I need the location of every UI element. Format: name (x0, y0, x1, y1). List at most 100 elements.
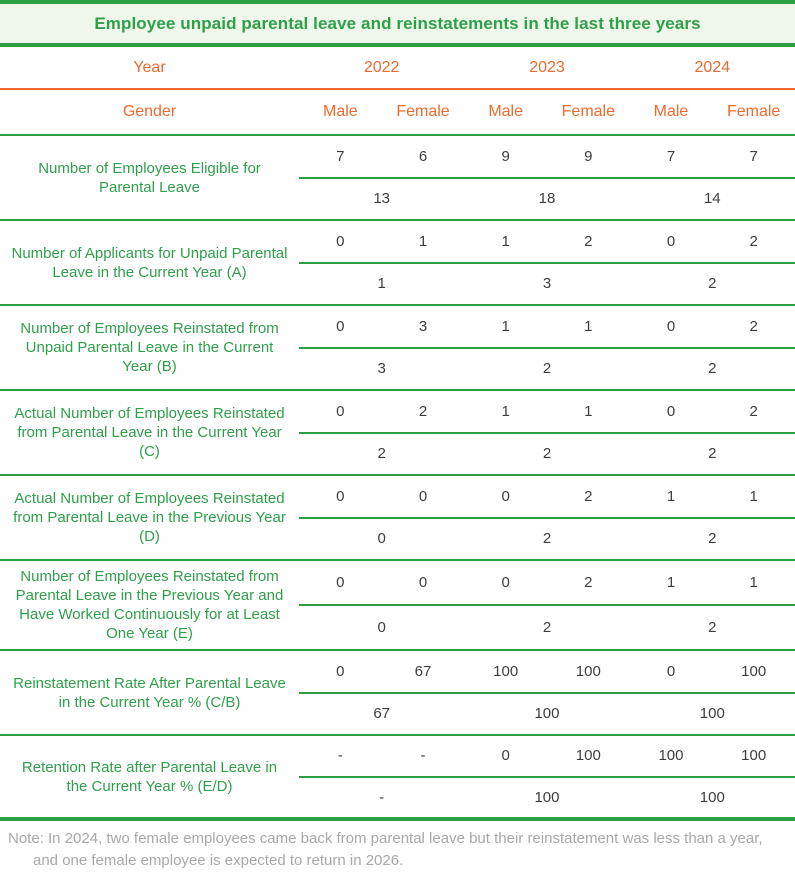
table-row: Number of Employees Reinstated from Pare… (0, 561, 795, 651)
value-cell: 2 (749, 317, 758, 335)
value-cell: 2 (584, 232, 593, 250)
year-totals-subrow: 0 2 2 (299, 606, 795, 649)
row-label: Number of Employees Reinstated from Pare… (15, 568, 284, 642)
value-cell: 0 (418, 487, 428, 505)
row-data: 0 0 0 2 1 1 0 2 2 (299, 476, 795, 559)
value-cell: 0 (666, 232, 676, 250)
value-cell: 0 (666, 317, 676, 335)
total-cell: 2 (542, 445, 552, 463)
value-cell: 100 (741, 662, 767, 680)
value-cell: 7 (749, 147, 758, 165)
value-cell: 1 (501, 317, 510, 335)
year-totals-subrow: 13 18 14 (299, 179, 795, 220)
value-cell: 7 (336, 147, 345, 165)
total-cell: 2 (708, 445, 717, 463)
total-cell: 14 (703, 190, 721, 208)
gender-col-2022-male: Male (322, 103, 358, 120)
value-cell: 0 (336, 402, 345, 420)
total-cell: 2 (377, 445, 386, 463)
table-title-text: Employee unpaid parental leave and reins… (94, 13, 701, 33)
total-cell: - (379, 788, 385, 806)
value-cell: 0 (336, 232, 345, 250)
gender-values-subrow: - - 0 100 100 100 (299, 736, 795, 778)
gender-values-subrow: 0 0 0 2 1 1 (299, 476, 795, 519)
total-cell: 100 (699, 705, 725, 723)
gender-col-2024-female: Female (726, 103, 781, 120)
value-cell: 2 (584, 487, 593, 505)
row-data: 0 2 1 1 0 2 2 2 2 (299, 391, 795, 474)
row-data: 0 1 1 2 0 2 1 3 2 (299, 221, 795, 304)
value-cell: 2 (584, 574, 593, 591)
value-cell: 0 (501, 487, 510, 505)
value-cell: - (337, 747, 343, 765)
gender-values-subrow: 7 6 9 9 7 7 (299, 136, 795, 179)
total-cell: 0 (377, 530, 386, 548)
gender-values-subrow: 0 1 1 2 0 2 (299, 221, 795, 264)
row-data: 0 67 100 100 0 100 67 100 100 (299, 651, 795, 734)
value-cell: 0 (501, 574, 510, 591)
value-cell: 9 (584, 147, 593, 165)
total-cell: 1 (377, 275, 386, 293)
year-totals-subrow: 1 3 2 (299, 264, 795, 305)
value-cell: 2 (749, 232, 758, 250)
row-data: 7 6 9 9 7 7 13 18 14 (299, 136, 795, 219)
value-cell: 100 (741, 747, 767, 765)
value-cell: 1 (418, 232, 428, 250)
row-label: Actual Number of Employees Reinstated fr… (14, 405, 285, 460)
table-row: Number of Employees Reinstated from Unpa… (0, 306, 795, 391)
value-cell: 1 (666, 574, 676, 591)
total-cell: 2 (542, 530, 552, 548)
value-cell: 7 (666, 147, 676, 165)
row-data: 0 0 0 2 1 1 0 2 2 (299, 561, 795, 649)
table-row: Number of Employees Eligible for Parenta… (0, 136, 795, 221)
year-totals-subrow: 0 2 2 (299, 519, 795, 560)
value-cell: 1 (584, 317, 593, 335)
total-cell: 100 (699, 788, 725, 806)
row-label: Reinstatement Rate After Parental Leave … (13, 674, 286, 711)
gender-values-subrow: 0 0 0 2 1 1 (299, 561, 795, 606)
total-cell: 3 (377, 360, 386, 378)
total-cell: 2 (708, 530, 717, 548)
table-row: Actual Number of Employees Reinstated fr… (0, 391, 795, 476)
gender-col-2023-female: Female (561, 103, 615, 120)
year-totals-subrow: - 100 100 (299, 778, 795, 818)
table-title: Employee unpaid parental leave and reins… (0, 0, 795, 47)
total-cell: 3 (542, 275, 552, 293)
gender-header-label: Gender (122, 103, 177, 120)
year-2023: 2023 (529, 58, 565, 76)
year-2024: 2024 (694, 58, 731, 76)
total-cell: 0 (377, 619, 386, 636)
total-cell: 13 (373, 190, 390, 208)
row-label: Number of Employees Eligible for Parenta… (38, 159, 261, 196)
value-cell: 1 (501, 402, 510, 420)
total-cell: 2 (708, 619, 717, 636)
year-header-row: Year 2022 2023 2024 (0, 47, 795, 90)
value-cell: 0 (336, 662, 345, 680)
year-header-label: Year (133, 58, 166, 76)
row-data: 0 3 1 1 0 2 3 2 2 (299, 306, 795, 389)
year-totals-subrow: 3 2 2 (299, 349, 795, 390)
total-cell: 100 (534, 788, 560, 806)
value-cell: 100 (493, 662, 519, 680)
value-cell: 9 (501, 147, 510, 165)
gender-col-2024-male: Male (653, 103, 689, 120)
value-cell: 0 (418, 574, 428, 591)
value-cell: 1 (584, 402, 593, 420)
value-cell: 100 (575, 747, 601, 765)
value-cell: 0 (666, 402, 676, 420)
value-cell: 2 (749, 402, 758, 420)
total-cell: 100 (534, 705, 560, 723)
value-cell: 2 (418, 402, 428, 420)
value-cell: 0 (666, 662, 676, 680)
row-data: - - 0 100 100 100 - 100 100 (299, 736, 795, 817)
year-totals-subrow: 67 100 100 (299, 694, 795, 735)
table-body: Number of Employees Eligible for Parenta… (0, 136, 795, 821)
row-label: Retention Rate after Parental Leave in t… (21, 758, 278, 795)
table-row: Retention Rate after Parental Leave in t… (0, 736, 795, 821)
total-cell: 2 (708, 275, 717, 293)
value-cell: 1 (501, 232, 510, 250)
value-cell: 0 (336, 574, 345, 591)
gender-col-2022-female: Female (396, 103, 450, 120)
gender-header-row: Gender Male Female Male Female Male Fema… (0, 90, 795, 136)
value-cell: 1 (666, 487, 676, 505)
